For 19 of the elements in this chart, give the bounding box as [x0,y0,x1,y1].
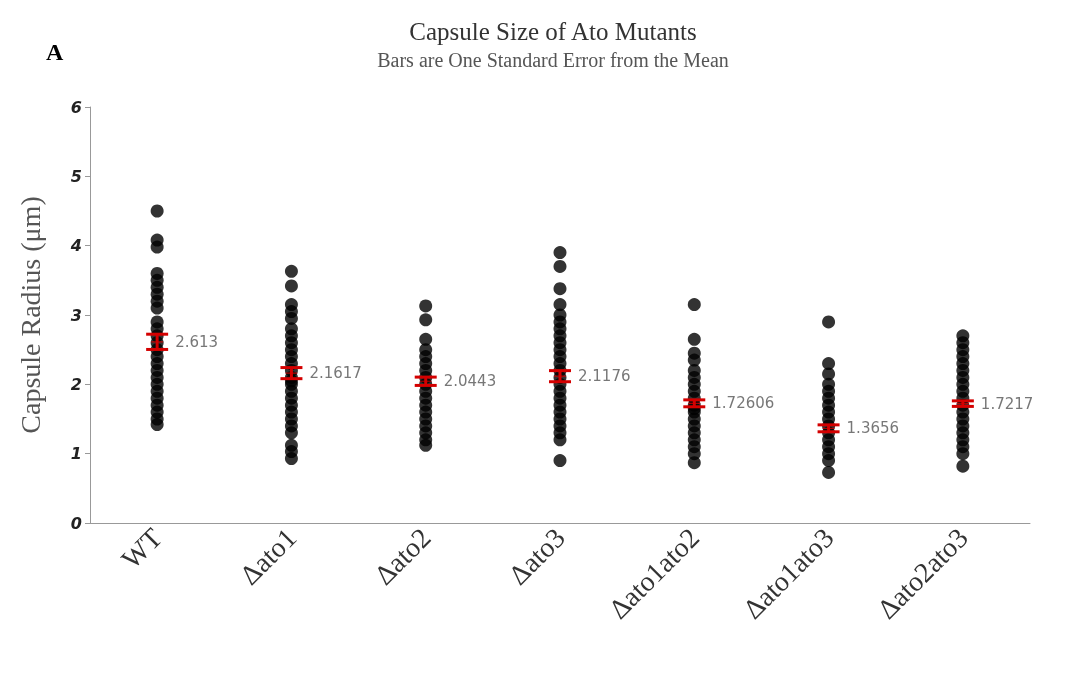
data-label: 1.7217 [980,394,1034,413]
y-tick-label: 5 [70,166,82,186]
y-tick-label: 0 [70,513,82,533]
data-label: 2.0443 [443,372,497,391]
x-tick-label: WT [115,522,169,575]
chart-subtitle: Bars are One Standard Error from the Mean [377,49,729,71]
y-axis-title: Capsule Radius (μm) [14,196,46,434]
y-tick-label: 3 [70,305,82,325]
y-tick-label: 4 [69,236,82,256]
chart-title: Capsule Size of Ato Mutants [409,18,697,45]
data-label: 1.72606 [712,394,775,413]
text: A [46,39,64,65]
y-tick-label: 1 [70,444,82,464]
data-label: 1.3656 [846,419,900,438]
y-tick-label: 6 [70,97,82,117]
data-label: 2.1176 [578,367,631,386]
data-label: 2.1617 [309,364,362,383]
y-tick-label: 2 [70,374,82,394]
data-label: 2.613 [175,332,219,351]
